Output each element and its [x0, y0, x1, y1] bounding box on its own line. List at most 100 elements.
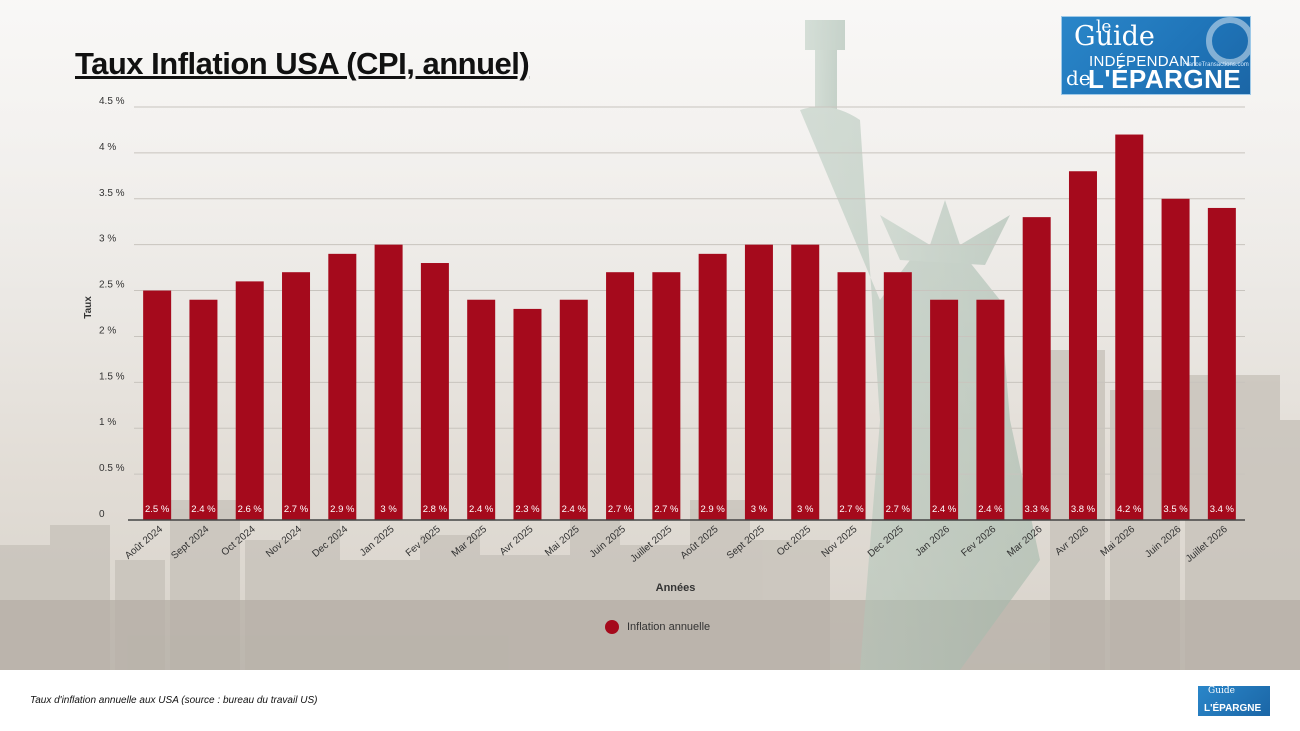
y-tick-label: 2.5 % — [99, 280, 125, 291]
bar — [744, 244, 773, 520]
y-tick-label: 1 % — [99, 417, 116, 428]
small-logo-text-epargne: L'ÉPARGNE — [1204, 703, 1262, 714]
data-label: 2.4 % — [191, 504, 216, 515]
guide-epargne-small-logo: Guide L'ÉPARGNE — [1198, 686, 1270, 716]
bar — [883, 272, 912, 520]
data-label: 2.3 % — [515, 504, 540, 515]
data-label: 4.2 % — [1117, 504, 1142, 515]
chart-title: Taux Inflation USA (CPI, annuel) — [75, 46, 530, 81]
data-labels: 2.5 % 2.4 % 2.6 % 2.7 % 2.9 % 3 % 2.8 % 2.4 % 2.… — [145, 504, 1235, 515]
legend-label: Inflation annuelle — [627, 621, 711, 633]
y-tick-label: 0.5 % — [99, 463, 125, 474]
bar — [930, 299, 959, 520]
bar — [1207, 207, 1236, 520]
y-tick-label: 3.5 % — [99, 188, 125, 199]
bar — [976, 299, 1005, 520]
bar — [420, 263, 449, 520]
logo-text-de: de — [1066, 66, 1091, 90]
x-axis-title: Années — [656, 582, 696, 594]
small-logo-text-guide: Guide — [1208, 686, 1235, 696]
bar — [1115, 134, 1144, 521]
data-label: 3.8 % — [1071, 504, 1096, 515]
x-tick-label: Avr 2025 — [498, 524, 536, 558]
logo-ring-decoration — [1206, 17, 1250, 65]
caption: Taux d'inflation annuelle aux USA (sourc… — [30, 695, 318, 706]
legend-swatch — [605, 620, 619, 634]
data-label: 2.5 % — [145, 504, 170, 515]
bar — [1161, 198, 1190, 520]
bar — [791, 244, 820, 520]
x-tick-label: Mai 2026 — [1099, 524, 1138, 559]
bar — [837, 272, 866, 520]
bar — [513, 308, 542, 520]
data-label: 2.8 % — [423, 504, 448, 515]
x-tick-label: Nov 2025 — [820, 524, 860, 560]
y-tick-label: 0 — [99, 509, 105, 520]
x-tick-label: Avr 2026 — [1053, 524, 1091, 558]
gridlines — [134, 106, 1245, 475]
data-label: 3 % — [751, 504, 768, 515]
x-tick-label: Dec 2024 — [310, 524, 350, 560]
x-tick-label: Mai 2025 — [543, 524, 582, 559]
x-tick-label: Juin 2025 — [588, 524, 629, 561]
legend: Inflation annuelle — [605, 620, 710, 634]
logo-text-guide: Guide — [1074, 21, 1155, 52]
data-label: 2.7 % — [886, 504, 911, 515]
x-tick-label: Août 2024 — [123, 524, 165, 562]
x-tick-label: Oct 2025 — [775, 524, 813, 559]
data-label: 2.4 % — [932, 504, 957, 515]
bar — [652, 272, 681, 520]
data-label: 2.7 % — [839, 504, 864, 515]
logo-text-site: FranceTransactions.com — [1183, 62, 1249, 68]
data-label: 2.4 % — [978, 504, 1003, 515]
bar-chart: 0 0.5 % 1 % 1.5 % 2 % 2.5 % 3 % 3.5 % 4 % 4.5 % 2… — [83, 96, 1245, 594]
bar — [235, 281, 264, 520]
bar — [559, 299, 588, 520]
y-tick-label: 2 % — [99, 325, 116, 336]
data-label: 2.4 % — [469, 504, 494, 515]
y-axis-title: Taux — [83, 296, 94, 319]
bar — [1068, 171, 1097, 520]
data-label: 3 % — [797, 504, 814, 515]
x-tick-label: Juillet 2025 — [628, 524, 674, 565]
data-label: 2.9 % — [700, 504, 725, 515]
x-tick-label: Juin 2026 — [1143, 524, 1184, 561]
x-tick-label: Oct 2024 — [219, 524, 257, 559]
x-tick-label: Fev 2025 — [404, 524, 443, 560]
bar — [328, 253, 357, 520]
bar — [606, 272, 635, 520]
data-label: 3 % — [380, 504, 397, 515]
logo-text-independant: INDÉPENDANT — [1089, 53, 1200, 70]
x-tick-label: Jan 2025 — [358, 524, 397, 559]
guide-epargne-logo: le Guide INDÉPENDANT de L'ÉPARGNE France… — [1061, 16, 1251, 95]
x-tick-label: Nov 2024 — [264, 524, 304, 560]
x-tick-label: Août 2025 — [679, 524, 721, 562]
bar — [1022, 217, 1051, 520]
data-label: 2.7 % — [608, 504, 633, 515]
x-tick-label: Sept 2025 — [725, 524, 767, 562]
y-tick-label: 4.5 % — [99, 96, 125, 107]
logo-text-le: le — [1096, 17, 1112, 37]
data-label: 3.4 % — [1210, 504, 1235, 515]
data-label: 2.7 % — [284, 504, 309, 515]
data-label: 2.4 % — [562, 504, 587, 515]
bar — [698, 253, 727, 520]
x-tick-label: Sept 2024 — [169, 524, 211, 562]
data-label: 3.3 % — [1025, 504, 1050, 515]
x-tick-label: Jan 2026 — [913, 524, 952, 559]
x-tick-label: Fev 2026 — [959, 524, 998, 560]
bar — [282, 272, 311, 520]
data-label: 2.9 % — [330, 504, 355, 515]
bar — [467, 299, 496, 520]
data-label: 3.5 % — [1163, 504, 1188, 515]
y-tick-label: 4 % — [99, 142, 116, 153]
bar — [189, 299, 218, 520]
y-tick-label: 3 % — [99, 234, 116, 245]
data-label: 2.7 % — [654, 504, 679, 515]
bar — [143, 290, 172, 520]
x-tick-label: Mar 2025 — [450, 524, 490, 560]
x-tick-label: Dec 2025 — [866, 524, 906, 560]
data-label: 2.6 % — [238, 504, 263, 515]
y-axis-ticks: 0 0.5 % 1 % 1.5 % 2 % 2.5 % 3 % 3.5 % 4 % 4.5 % — [99, 96, 125, 520]
bars — [143, 134, 1236, 521]
